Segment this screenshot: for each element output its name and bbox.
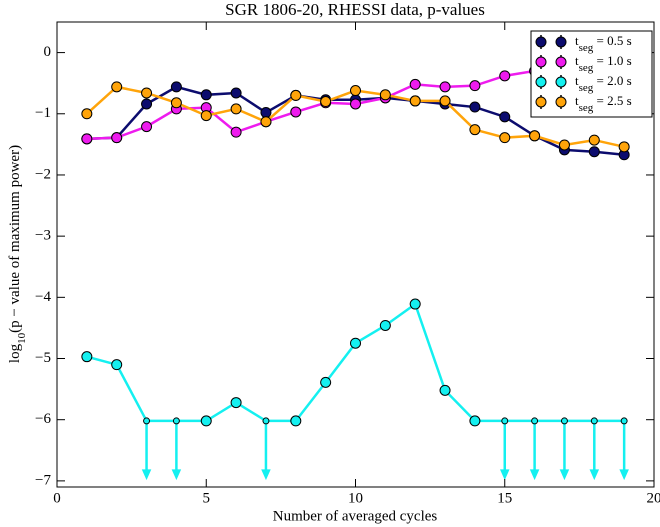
data-point <box>230 103 242 115</box>
upper-limit-arrowhead <box>529 469 540 481</box>
legend-label: tseg = 0.5 s <box>575 33 632 54</box>
data-point <box>81 351 93 363</box>
x-axis-label: Number of averaged cycles <box>273 508 438 524</box>
legend-box <box>530 30 653 118</box>
x-tick-label: 5 <box>203 490 211 506</box>
data-point <box>260 116 272 128</box>
data-point <box>141 121 153 133</box>
data-point <box>469 124 481 136</box>
data-point <box>588 146 600 158</box>
data-point <box>141 98 153 110</box>
upper-limit-arrowhead <box>171 469 182 481</box>
legend-marker <box>555 76 567 88</box>
data-point <box>529 130 541 142</box>
y-tick-label: −5 <box>35 350 51 366</box>
x-tick-label: 0 <box>53 490 61 506</box>
data-point <box>230 397 242 409</box>
data-point <box>290 106 302 118</box>
data-point <box>590 417 598 425</box>
data-point <box>290 415 302 427</box>
data-point <box>439 95 451 107</box>
data-point <box>409 95 421 107</box>
y-tick-label: −4 <box>35 289 51 305</box>
upper-limit-arrowhead <box>141 469 152 481</box>
data-point <box>409 78 421 90</box>
data-point <box>531 417 539 425</box>
legend-marker <box>555 36 567 48</box>
data-point <box>262 417 270 425</box>
data-point <box>111 81 123 93</box>
data-point <box>172 417 180 425</box>
data-point <box>499 132 511 144</box>
data-point <box>170 97 182 109</box>
data-point <box>141 87 153 99</box>
legend-marker <box>535 36 547 48</box>
data-point <box>200 110 212 122</box>
y-tick-label: −3 <box>35 228 51 244</box>
chart-title: SGR 1806-20, RHESSI data, p-values <box>225 0 485 19</box>
data-point <box>200 89 212 101</box>
x-tick-label: 10 <box>348 490 363 506</box>
data-point <box>350 337 361 349</box>
y-tick-label: −6 <box>35 411 51 427</box>
upper-limit-arrowhead <box>499 469 510 481</box>
legend-label: tseg = 2.0 s <box>575 73 632 94</box>
data-point <box>558 139 570 151</box>
data-point <box>260 107 272 119</box>
legend-marker <box>555 96 567 108</box>
data-point <box>379 319 391 331</box>
data-point <box>143 417 151 425</box>
data-point <box>618 141 630 153</box>
data-point <box>350 98 361 110</box>
data-point <box>469 101 481 113</box>
y-tick-label: 0 <box>44 44 52 60</box>
y-tick-label: −2 <box>35 166 51 182</box>
data-point <box>290 89 302 101</box>
data-point <box>350 85 361 97</box>
data-point <box>439 81 451 93</box>
data-point <box>499 111 511 123</box>
data-point <box>111 132 123 144</box>
x-tick-label: 15 <box>497 490 512 506</box>
legend-marker <box>535 76 547 88</box>
data-point <box>230 126 242 138</box>
legend-label: tseg = 1.0 s <box>575 53 632 74</box>
y-tick-label: −1 <box>35 105 51 121</box>
data-point <box>588 134 600 146</box>
data-point <box>81 108 93 120</box>
data-point <box>620 417 628 425</box>
data-point <box>170 81 182 93</box>
data-point <box>230 87 242 99</box>
upper-limit-arrowhead <box>619 469 629 481</box>
y-axis-label: log10(p − value of maximum power) <box>7 145 27 363</box>
data-point <box>320 96 332 108</box>
data-point <box>469 415 481 427</box>
plot-area <box>81 53 630 481</box>
series-line <box>86 302 625 423</box>
x-tick-label: 20 <box>647 490 660 506</box>
data-point <box>560 417 568 425</box>
data-point <box>499 70 511 82</box>
y-tick-label: −7 <box>35 472 51 488</box>
data-point <box>320 376 332 388</box>
legend-marker <box>535 56 547 68</box>
data-point <box>501 417 509 425</box>
upper-limit-arrowhead <box>589 469 600 481</box>
data-point <box>469 80 481 92</box>
data-point <box>379 89 391 101</box>
data-point <box>409 298 421 310</box>
upper-limit-arrowhead <box>261 469 271 481</box>
data-point <box>200 415 212 427</box>
legend-label: tseg = 2.5 s <box>575 93 632 114</box>
data-point <box>439 384 451 396</box>
legend-marker <box>555 56 567 68</box>
legend-marker <box>535 96 547 108</box>
data-point <box>111 359 123 371</box>
data-point <box>81 133 93 145</box>
upper-limit-arrowhead <box>559 469 570 481</box>
